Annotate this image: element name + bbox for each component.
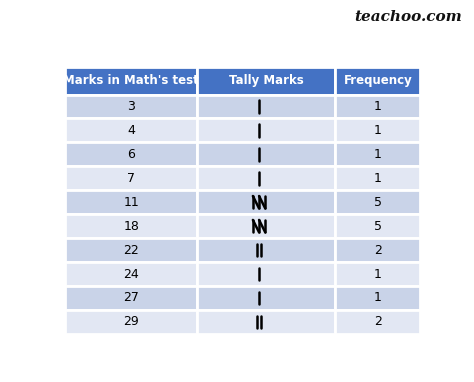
Text: 1: 1 (374, 100, 382, 113)
Bar (335, 190, 420, 214)
Bar (335, 66, 420, 95)
Bar (65, 286, 197, 310)
Bar (65, 166, 197, 190)
Bar (197, 166, 335, 190)
Bar (65, 66, 197, 95)
Text: 2: 2 (374, 316, 382, 329)
Text: 3: 3 (127, 100, 135, 113)
Bar (65, 214, 197, 238)
Bar (65, 142, 197, 166)
Text: 27: 27 (123, 291, 139, 304)
Text: 1: 1 (374, 148, 382, 161)
Text: 24: 24 (123, 267, 139, 280)
Bar (335, 262, 420, 286)
Bar (65, 262, 197, 286)
Text: 22: 22 (123, 244, 139, 257)
Bar (65, 118, 197, 142)
Text: Frequency: Frequency (344, 74, 412, 87)
Text: 6: 6 (127, 148, 135, 161)
Text: 2: 2 (374, 244, 382, 257)
Text: Tally Marks: Tally Marks (228, 74, 303, 87)
Text: 29: 29 (123, 316, 139, 329)
Bar (335, 238, 420, 262)
Bar (335, 118, 420, 142)
Bar (65, 190, 197, 214)
Bar (197, 66, 335, 95)
Bar (197, 118, 335, 142)
Bar (65, 95, 197, 118)
Text: 7: 7 (127, 172, 135, 185)
Bar (65, 238, 197, 262)
Text: 18: 18 (123, 220, 139, 233)
Text: 1: 1 (374, 291, 382, 304)
Text: 1: 1 (374, 124, 382, 137)
Bar (197, 214, 335, 238)
Text: 5: 5 (374, 220, 382, 233)
Text: 5: 5 (374, 196, 382, 209)
Bar (335, 214, 420, 238)
Bar (197, 142, 335, 166)
Bar (335, 286, 420, 310)
Bar (65, 310, 197, 334)
Bar (197, 286, 335, 310)
Bar (335, 166, 420, 190)
Text: Marks in Math's test: Marks in Math's test (63, 74, 199, 87)
Bar (197, 190, 335, 214)
Text: 4: 4 (127, 124, 135, 137)
Bar (197, 310, 335, 334)
Bar (197, 262, 335, 286)
Bar (197, 95, 335, 118)
Text: 1: 1 (374, 172, 382, 185)
Bar (335, 142, 420, 166)
Text: teachoo.com: teachoo.com (355, 10, 462, 24)
Bar (335, 95, 420, 118)
Text: 1: 1 (374, 267, 382, 280)
Bar (197, 238, 335, 262)
Text: 11: 11 (123, 196, 139, 209)
Bar (335, 310, 420, 334)
